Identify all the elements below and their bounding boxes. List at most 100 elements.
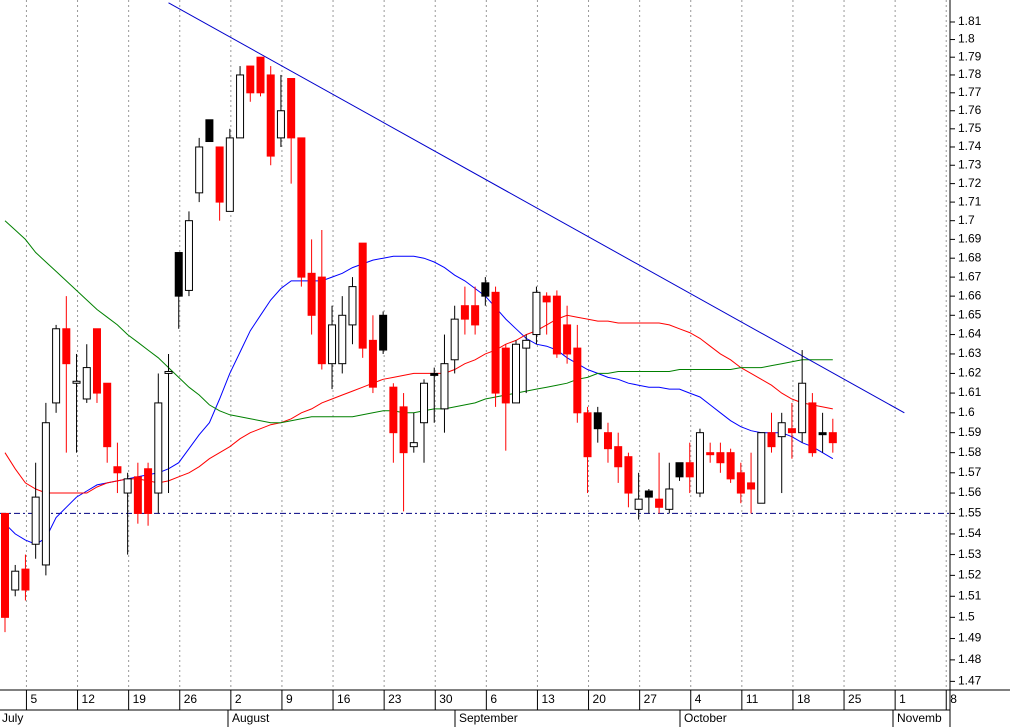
y-tick-label: 1.77 [958, 85, 982, 99]
y-tick-label: 1.79 [958, 49, 982, 63]
candle-body [471, 305, 480, 326]
month-label: September [459, 711, 518, 725]
candle-body [542, 295, 551, 303]
candle-body [92, 328, 101, 394]
candle-body [716, 452, 725, 464]
x-tick-label: 27 [644, 692, 658, 706]
candle-body [706, 452, 715, 456]
candle-body [512, 343, 520, 404]
x-tick-label: 5 [30, 692, 37, 706]
candle-body [205, 119, 214, 143]
candle-body [665, 488, 674, 510]
candle-body [767, 432, 776, 448]
candle-body [113, 466, 122, 474]
candle-body [246, 65, 255, 94]
candle-body [144, 468, 153, 514]
y-tick-label: 1.66 [958, 288, 982, 302]
candle-body [399, 406, 408, 454]
moving-average-line [4, 220, 833, 424]
candle-body [757, 432, 766, 504]
month-label: Novemb [897, 711, 942, 725]
candle-body [338, 314, 347, 365]
candle-body [256, 56, 265, 94]
y-tick-label: 1.62 [958, 366, 982, 380]
candle-body [307, 272, 316, 316]
candle-body [225, 137, 234, 212]
candle-body [103, 382, 112, 448]
candle-body [736, 472, 745, 494]
candle-body [747, 482, 756, 490]
y-tick-label: 1.54 [958, 526, 982, 540]
y-tick-label: 1.5 [958, 610, 975, 624]
candle-body [215, 146, 224, 203]
candle-body [236, 74, 245, 139]
y-tick-label: 1.53 [958, 547, 982, 561]
month-label: October [684, 711, 727, 725]
candle-body [787, 428, 796, 434]
x-tick-label: 11 [746, 692, 759, 706]
candle-body [563, 324, 572, 355]
candle-body [522, 339, 531, 349]
candle-body [440, 363, 449, 410]
y-tick-label: 1.72 [958, 176, 982, 190]
y-tick-label: 1.81 [958, 14, 982, 28]
y-tick-label: 1.78 [958, 67, 982, 81]
x-tick-label: 18 [797, 692, 811, 706]
candle-body [287, 78, 296, 139]
candle-body [593, 412, 602, 430]
x-tick-label: 4 [695, 692, 702, 706]
candle-body [348, 286, 357, 326]
y-tick-label: 1.6 [958, 405, 975, 419]
candle-body [481, 282, 490, 297]
candle-body [133, 476, 142, 514]
candle-body [777, 422, 786, 438]
candle-body [409, 442, 418, 448]
candle-body [655, 498, 664, 508]
x-tick-label: 25 [848, 692, 862, 706]
candle-body [72, 380, 81, 384]
y-tick-label: 1.64 [958, 327, 982, 341]
y-tick-label: 1.52 [958, 568, 982, 582]
x-tick-label: 2 [235, 692, 242, 706]
candle-body [450, 318, 459, 361]
candle-body [21, 568, 30, 591]
candle-body [195, 146, 204, 194]
y-tick-label: 1.49 [958, 631, 982, 645]
candle-body [154, 402, 163, 494]
candle-body [389, 386, 398, 434]
candle-body [358, 242, 367, 349]
y-tick-label: 1.73 [958, 157, 982, 171]
candle-body [1, 512, 9, 618]
x-tick-label: 23 [388, 692, 402, 706]
candle-body [501, 347, 510, 404]
candle-body [62, 328, 71, 365]
y-tick-label: 1.7 [958, 213, 975, 227]
x-tick-label: 30 [439, 692, 453, 706]
candle-body [552, 295, 561, 355]
candle-body [818, 432, 827, 436]
x-tick-label: 12 [82, 692, 96, 706]
candle-body [31, 496, 40, 545]
moving-average-line [4, 255, 834, 545]
candle-body [726, 452, 735, 480]
y-tick-label: 1.69 [958, 232, 982, 246]
candle-body [11, 570, 20, 591]
x-tick-label: 6 [490, 692, 497, 706]
x-tick-label: 1 [899, 692, 906, 706]
candle-body [460, 305, 469, 320]
candle-body [430, 372, 439, 376]
candle-body [491, 291, 500, 394]
candle-body [82, 367, 91, 400]
candle-body [52, 328, 61, 404]
candle-body [675, 462, 684, 478]
candle-body [123, 478, 132, 494]
y-tick-label: 1.65 [958, 307, 982, 321]
candle-body [573, 347, 582, 414]
candle-body [583, 412, 592, 458]
candle-body [297, 137, 306, 278]
y-tick-label: 1.57 [958, 465, 982, 479]
x-tick-label: 16 [337, 692, 351, 706]
candle-body [379, 314, 388, 351]
